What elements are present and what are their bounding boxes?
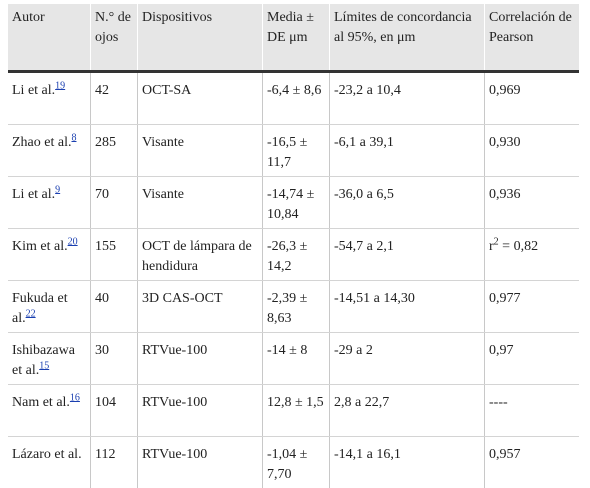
cell-correlacion: 0,957 (485, 437, 580, 488)
reference-link[interactable]: 22 (26, 308, 36, 319)
author-name: Zhao et al. (12, 135, 71, 150)
reference-link[interactable]: 19 (55, 80, 65, 91)
cell-autor: Kim et al.20 (8, 229, 91, 281)
cell-correlacion: 0,930 (485, 125, 580, 177)
table-row: Lázaro et al. 112 RTVue-100 -1,04 ± 7,70… (8, 437, 579, 488)
cell-correlacion: ---- (485, 385, 580, 437)
correlation-value: = 0,82 (499, 239, 538, 254)
cell-limites: -23,2 a 10,4 (330, 72, 485, 125)
cell-dispositivo: RTVue-100 (138, 333, 263, 385)
cell-dispositivo: OCT de lámpara de hendidura (138, 229, 263, 281)
header-autor: Autor (8, 4, 91, 72)
author-name: Li et al. (12, 187, 55, 202)
author-name: Lázaro et al. (12, 447, 82, 462)
cell-limites: -29 a 2 (330, 333, 485, 385)
author-name: Li et al. (12, 83, 55, 98)
cell-autor: Li et al.9 (8, 177, 91, 229)
cell-media: -2,39 ± 8,63 (263, 281, 330, 333)
cell-limites: -54,7 a 2,1 (330, 229, 485, 281)
cell-dispositivo: Visante (138, 177, 263, 229)
cell-media: -14 ± 8 (263, 333, 330, 385)
cell-ojos: 104 (91, 385, 138, 437)
cell-limites: -14,1 a 16,1 (330, 437, 485, 488)
cell-correlacion: 0,977 (485, 281, 580, 333)
cell-correlacion: 0,97 (485, 333, 580, 385)
reference-link[interactable]: 16 (70, 392, 80, 403)
cell-dispositivo: RTVue-100 (138, 385, 263, 437)
header-row: Autor N.° de ojos Dispositivos Media ± D… (8, 4, 579, 72)
cell-ojos: 70 (91, 177, 138, 229)
reference-link[interactable]: 9 (55, 184, 60, 195)
comparison-table: Autor N.° de ojos Dispositivos Media ± D… (8, 4, 579, 488)
cell-correlacion: 0,936 (485, 177, 580, 229)
cell-correlacion: r2 = 0,82 (485, 229, 580, 281)
cell-dispositivo: Visante (138, 125, 263, 177)
table-row: Kim et al.20 155 OCT de lámpara de hendi… (8, 229, 579, 281)
table-row: Ishibazawa et al.15 30 RTVue-100 -14 ± 8… (8, 333, 579, 385)
author-name: Kim et al. (12, 239, 68, 254)
cell-autor: Ishibazawa et al.15 (8, 333, 91, 385)
cell-media: 12,8 ± 1,5 (263, 385, 330, 437)
header-ojos: N.° de ojos (91, 4, 138, 72)
cell-media: -14,74 ± 10,84 (263, 177, 330, 229)
cell-ojos: 30 (91, 333, 138, 385)
cell-ojos: 112 (91, 437, 138, 488)
table-row: Nam et al.16 104 RTVue-100 12,8 ± 1,5 2,… (8, 385, 579, 437)
reference-link[interactable]: 8 (71, 132, 76, 143)
reference-link[interactable]: 15 (39, 360, 49, 371)
author-name: Fukuda et al. (12, 291, 68, 326)
cell-autor: Nam et al.16 (8, 385, 91, 437)
cell-limites: -36,0 a 6,5 (330, 177, 485, 229)
cell-media: -6,4 ± 8,6 (263, 72, 330, 125)
table-row: Li et al.9 70 Visante -14,74 ± 10,84 -36… (8, 177, 579, 229)
cell-autor: Lázaro et al. (8, 437, 91, 488)
reference-link[interactable]: 20 (68, 236, 78, 247)
cell-ojos: 40 (91, 281, 138, 333)
cell-limites: -14,51 a 14,30 (330, 281, 485, 333)
table-row: Zhao et al.8 285 Visante -16,5 ± 11,7 -6… (8, 125, 579, 177)
cell-media: -16,5 ± 11,7 (263, 125, 330, 177)
table-header: Autor N.° de ojos Dispositivos Media ± D… (8, 4, 579, 72)
author-name: Nam et al. (12, 395, 70, 410)
cell-media: -1,04 ± 7,70 (263, 437, 330, 488)
table-row: Fukuda et al.22 40 3D CAS-OCT -2,39 ± 8,… (8, 281, 579, 333)
cell-autor: Li et al.19 (8, 72, 91, 125)
cell-dispositivo: RTVue-100 (138, 437, 263, 488)
cell-ojos: 42 (91, 72, 138, 125)
cell-correlacion: 0,969 (485, 72, 580, 125)
cell-ojos: 155 (91, 229, 138, 281)
cell-media: -26,3 ± 14,2 (263, 229, 330, 281)
cell-autor: Zhao et al.8 (8, 125, 91, 177)
header-limites: Límites de concordancia al 95%, en μm (330, 4, 485, 72)
header-correlacion: Correlación de Pearson (485, 4, 580, 72)
cell-dispositivo: OCT-SA (138, 72, 263, 125)
cell-limites: -6,1 a 39,1 (330, 125, 485, 177)
cell-ojos: 285 (91, 125, 138, 177)
table-row: Li et al.19 42 OCT-SA -6,4 ± 8,6 -23,2 a… (8, 72, 579, 125)
header-dispositivos: Dispositivos (138, 4, 263, 72)
cell-limites: 2,8 a 22,7 (330, 385, 485, 437)
cell-dispositivo: 3D CAS-OCT (138, 281, 263, 333)
table-body: Li et al.19 42 OCT-SA -6,4 ± 8,6 -23,2 a… (8, 72, 579, 488)
cell-autor: Fukuda et al.22 (8, 281, 91, 333)
header-media: Media ± DE μm (263, 4, 330, 72)
